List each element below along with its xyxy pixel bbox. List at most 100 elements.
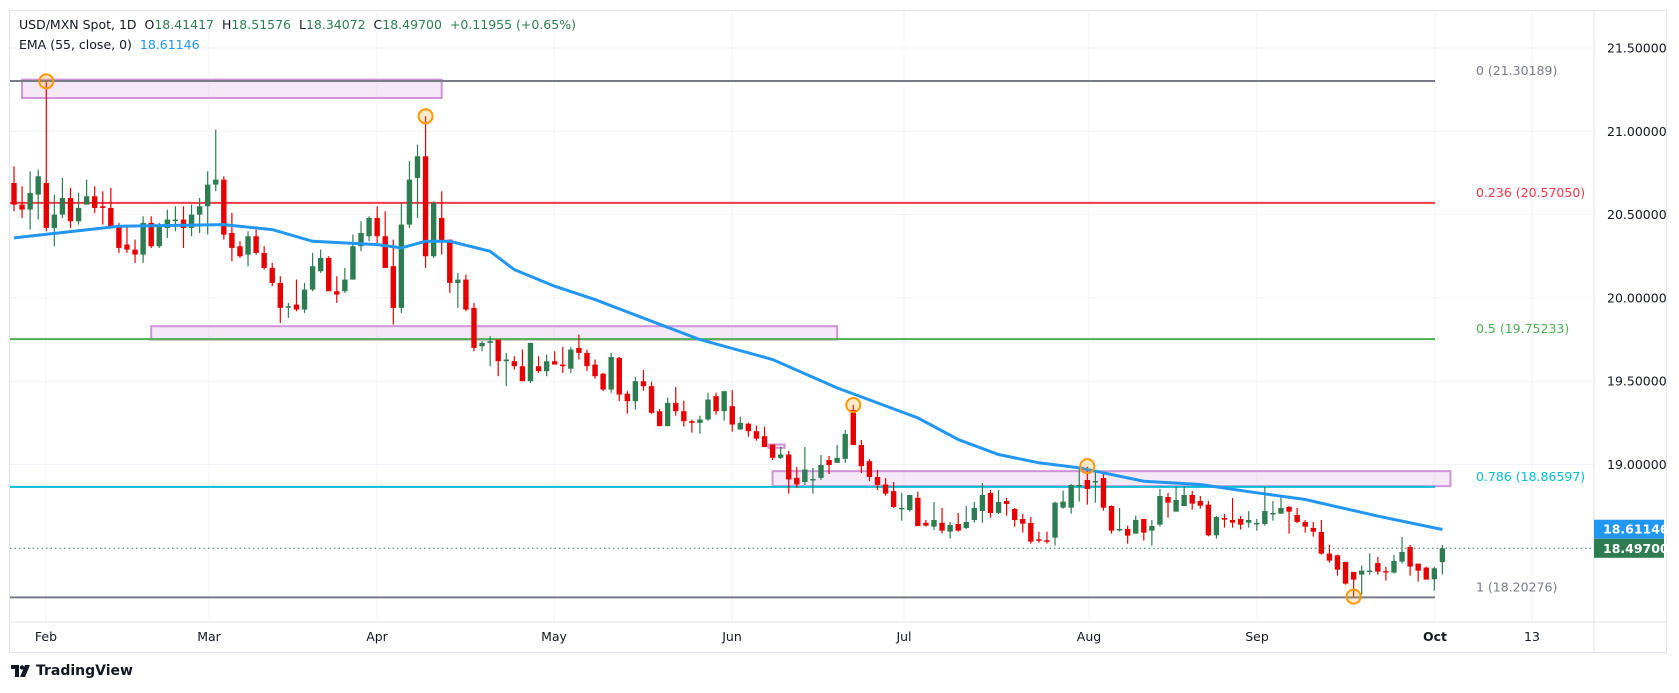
candle	[180, 206, 187, 248]
candle-body	[221, 179, 227, 235]
candle	[882, 477, 889, 496]
candle	[1173, 485, 1179, 512]
candle	[1334, 554, 1341, 576]
candle-body	[1052, 502, 1058, 538]
candle	[1044, 531, 1050, 544]
candle	[1197, 495, 1203, 509]
candle	[439, 191, 445, 255]
candle-body	[947, 524, 953, 532]
candle	[100, 191, 106, 225]
low-value: 18.34072	[305, 17, 366, 32]
candle	[1165, 492, 1171, 518]
candle	[842, 430, 848, 464]
candle	[535, 356, 542, 373]
candle-body	[108, 207, 114, 228]
candle-body	[366, 217, 372, 237]
fib-level-label: 0 (21.30189)	[1476, 63, 1557, 78]
price-axis[interactable]: 21.50000 21.00000 20.50000 20.00000 19.50000…	[1593, 11, 1669, 652]
candle-body	[907, 494, 913, 510]
candle-body	[1318, 531, 1325, 554]
time-axis[interactable]: Feb Mar Apr May Jun Jul Aug Sep Oct 13	[10, 621, 1666, 644]
candle	[1367, 553, 1373, 575]
candle	[818, 455, 824, 480]
candle-body	[1068, 484, 1074, 508]
candle	[221, 176, 227, 240]
candle-body	[1116, 528, 1123, 531]
candle-body	[826, 460, 832, 465]
candle	[1383, 566, 1389, 581]
candle	[874, 469, 881, 490]
candle	[519, 349, 526, 382]
candle	[301, 282, 308, 313]
candle	[27, 171, 33, 230]
candle-body	[1310, 527, 1316, 532]
candle	[406, 161, 413, 228]
candle-body	[430, 202, 437, 257]
candle	[1108, 505, 1115, 534]
candle-body	[1108, 505, 1115, 531]
candle	[1052, 501, 1058, 546]
candle-body	[955, 523, 961, 531]
candle-body	[1358, 570, 1365, 575]
candle-body	[1350, 571, 1357, 580]
open-label: O	[144, 17, 155, 32]
ema-legend: EMA (55, close, 0) 18.61146	[19, 37, 200, 52]
candle	[471, 302, 477, 352]
candle-body	[43, 182, 49, 228]
candle	[931, 501, 937, 530]
candle-body	[890, 491, 897, 507]
price-badge-label: 18.61146	[1603, 522, 1669, 537]
candle-body	[447, 239, 453, 283]
time-tick-label: Jul	[895, 629, 911, 644]
candle	[43, 81, 49, 232]
candle	[463, 274, 469, 312]
candle	[1076, 468, 1082, 502]
candle-body	[1439, 548, 1446, 563]
candle-body	[1205, 504, 1212, 536]
price-badge-bg	[1594, 538, 1664, 558]
candle-body	[616, 357, 622, 395]
ema-line	[13, 223, 1443, 531]
candle-body	[27, 192, 33, 210]
candle	[124, 224, 130, 253]
candle-body	[1302, 521, 1308, 527]
supply-demand-zone	[767, 443, 786, 449]
candle-body	[455, 279, 461, 283]
candle	[1318, 519, 1325, 555]
tradingview-logo[interactable]: TradingView	[11, 663, 133, 679]
candle	[721, 390, 727, 421]
candle	[1399, 536, 1405, 564]
candle	[955, 512, 961, 532]
candle-body	[1084, 479, 1091, 489]
candle	[543, 354, 550, 377]
candle-body	[1157, 495, 1163, 525]
candle-body	[1237, 518, 1244, 525]
candle	[1302, 519, 1308, 533]
candle	[422, 116, 429, 268]
candle	[745, 422, 752, 437]
candle-body	[729, 406, 735, 425]
candle-body	[439, 217, 445, 242]
candle-body	[1173, 499, 1179, 512]
candle	[600, 372, 606, 392]
candle-body	[786, 454, 792, 480]
candle	[196, 197, 203, 233]
candle	[35, 169, 41, 220]
symbol-title[interactable]: USD/MXN Spot, 1D	[19, 17, 137, 32]
candle-body	[858, 445, 865, 467]
candle	[995, 489, 1002, 514]
swing-point-marker	[1345, 588, 1362, 605]
ema-label[interactable]: EMA (55, close, 0)	[19, 37, 132, 52]
candle-body	[794, 477, 800, 485]
candle-body	[971, 507, 978, 520]
candle	[390, 239, 396, 325]
candle	[1068, 483, 1074, 514]
supply-demand-zone	[150, 325, 839, 341]
candle-body	[1092, 480, 1099, 483]
candle	[75, 192, 82, 225]
candle	[1423, 566, 1429, 580]
candle-body	[503, 359, 509, 362]
candle-body	[414, 156, 421, 178]
candle	[907, 494, 913, 512]
